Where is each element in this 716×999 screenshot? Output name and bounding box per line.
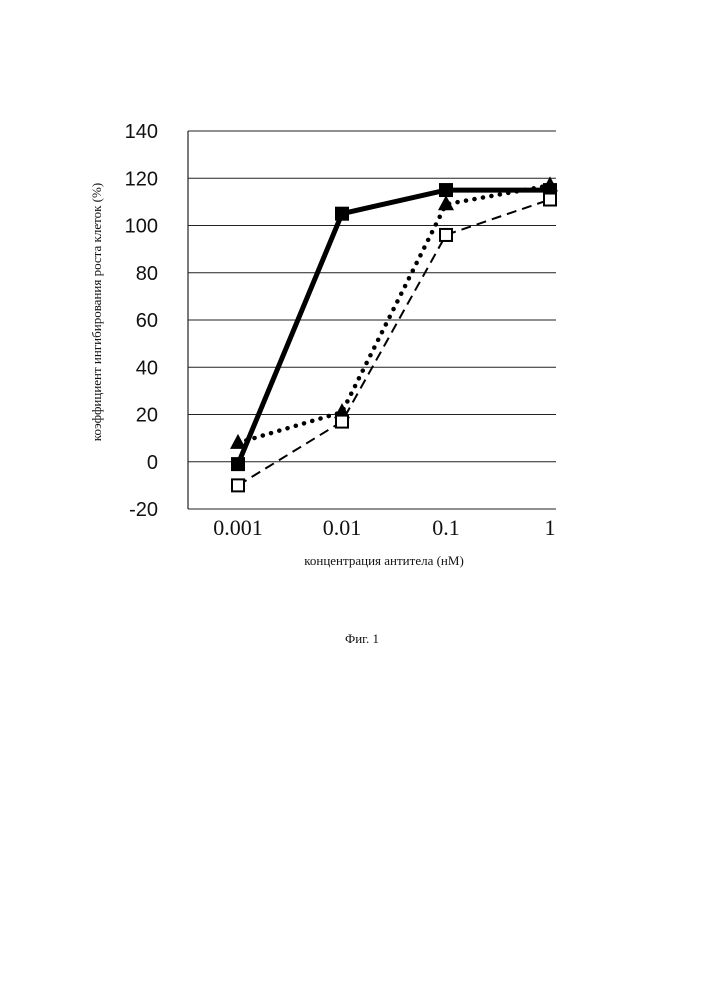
data-point: [439, 183, 453, 197]
y-tick-label: 60: [136, 310, 158, 332]
x-tick-labels: 0.001 0.01 0.1 1: [213, 515, 555, 540]
data-point: [544, 194, 556, 206]
data-point: [335, 207, 349, 221]
series-open-square: [232, 194, 556, 492]
data-point: [231, 457, 245, 471]
series-filled-triangle: [230, 176, 558, 449]
x-tick-label: 0.1: [432, 515, 460, 540]
y-tick-label: 40: [136, 357, 158, 379]
x-tick-label: 1: [545, 515, 556, 540]
series-group: [230, 176, 558, 491]
y-axis-label: коэффициент ингибирования роста клеток (…: [89, 183, 104, 441]
y-tick-label: 20: [136, 405, 158, 427]
x-axis-label: концентрация антитела (нМ): [304, 553, 464, 568]
data-point: [440, 229, 452, 241]
data-point: [232, 479, 244, 491]
data-point: [336, 416, 348, 428]
series-line: [238, 185, 550, 443]
y-tick-label: 140: [125, 121, 158, 143]
y-tick-label: 120: [125, 168, 158, 190]
y-axis: -20 0 20 40 60 80 100 120 140: [125, 121, 188, 521]
y-tick-label: 80: [136, 263, 158, 285]
x-tick-label: 0.01: [323, 515, 362, 540]
series-line: [238, 200, 550, 486]
x-tick-label: 0.001: [213, 515, 263, 540]
y-tick-label: 0: [147, 452, 158, 474]
figure-caption: Фиг. 1: [345, 631, 379, 646]
y-tick-label: -20: [129, 499, 158, 521]
data-point: [230, 434, 246, 449]
y-tick-label: 100: [125, 216, 158, 238]
data-point: [438, 195, 454, 210]
